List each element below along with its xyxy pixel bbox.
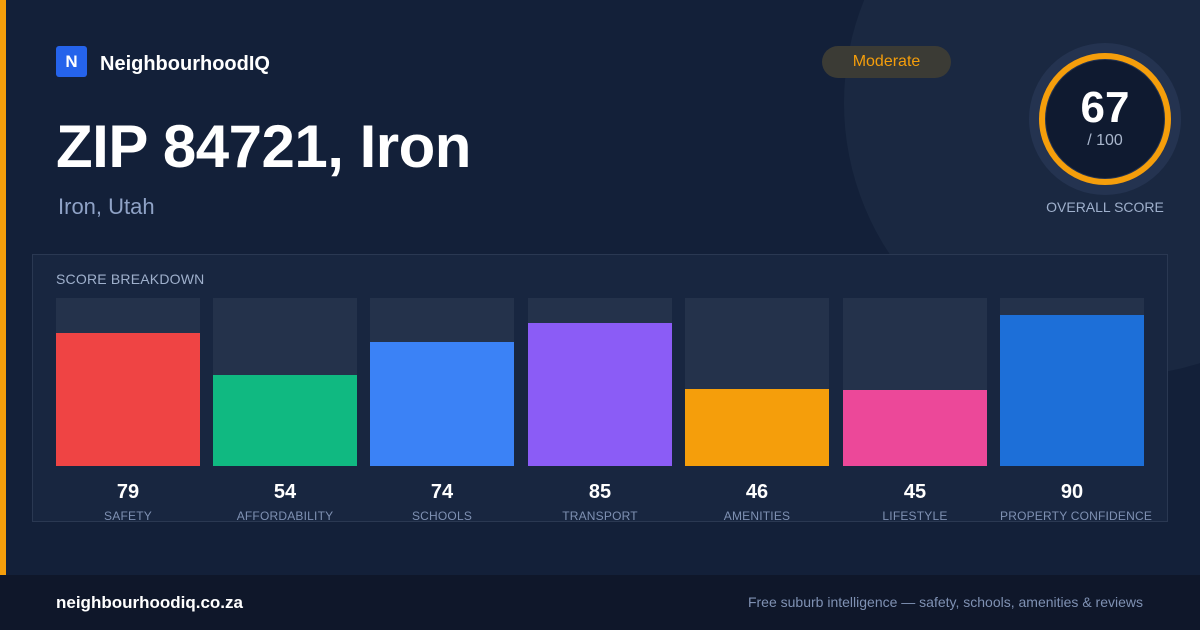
bar-track [528,298,672,466]
bar-affordability [213,375,357,466]
bar-label-amenities: AMENITIES [723,509,791,523]
bar-label-lifestyle: LIFESTYLE [882,509,948,523]
bar-value-lifestyle: 45 [903,481,927,503]
overall-score-max: / 100 [1087,132,1123,149]
bar-value-schools: 74 [430,481,454,503]
bar-label-schools: SCHOOLS [411,509,473,523]
bar-schools [370,342,514,466]
bar-value-safety: 79 [116,481,140,503]
bar-track [1000,298,1144,466]
bar-value-transport: 85 [588,481,612,503]
bar-label-transport: TRANSPORT [562,509,638,523]
score-ring [1029,43,1181,195]
accent-bar [0,0,6,575]
brand-logo-icon: N [56,46,87,77]
page-title: ZIP 84721, Iron [56,113,471,180]
brand-name: NeighbourhoodIQ [100,53,270,75]
bar-track [843,298,987,466]
bar-column-schools: 74 SCHOOLS [370,298,514,523]
footer-tagline: Free suburb intelligence — safety, schoo… [747,594,1143,610]
bar-column-affordability: 54 AFFORDABILITY [213,298,357,523]
bar-value-property-confidence: 90 [1060,481,1084,503]
bar-column-transport: 85 TRANSPORT [528,298,672,523]
bar-label-affordability: AFFORDABILITY [236,509,334,523]
bar-track [56,298,200,466]
bar-property-confidence [1000,315,1144,466]
bar-amenities [685,389,829,466]
location-subtitle: Iron, Utah [58,194,155,219]
score-ring-arc [1039,53,1171,185]
bar-track [370,298,514,466]
bar-track [685,298,829,466]
overall-score-label: OVERALL SCORE [1046,199,1164,215]
rating-badge: Moderate [822,46,951,78]
bar-column-safety: 79 SAFETY [56,298,200,523]
brand-header[interactable]: N NeighbourhoodIQ [56,46,270,77]
footer-site-link[interactable]: neighbourhoodiq.co.za [56,593,243,612]
bar-lifestyle [843,390,987,466]
bar-track [213,298,357,466]
score-ring-inner [1046,60,1164,178]
breakdown-heading: SCORE BREAKDOWN [56,271,205,287]
overall-score-value: 67 [1080,83,1130,132]
bar-safety [56,333,200,466]
bar-column-lifestyle: 45 LIFESTYLE [843,298,987,523]
footer [0,575,1200,630]
bar-label-property-confidence: PROPERTY CONFIDENCE [1000,509,1153,523]
bar-label-safety: SAFETY [104,509,152,523]
bar-value-affordability: 54 [273,481,297,503]
bar-column-amenities: 46 AMENITIES [685,298,829,523]
bar-value-amenities: 46 [745,481,769,503]
bar-column-property-confidence: 90 PROPERTY CONFIDENCE [1000,298,1153,523]
bar-transport [528,323,672,466]
